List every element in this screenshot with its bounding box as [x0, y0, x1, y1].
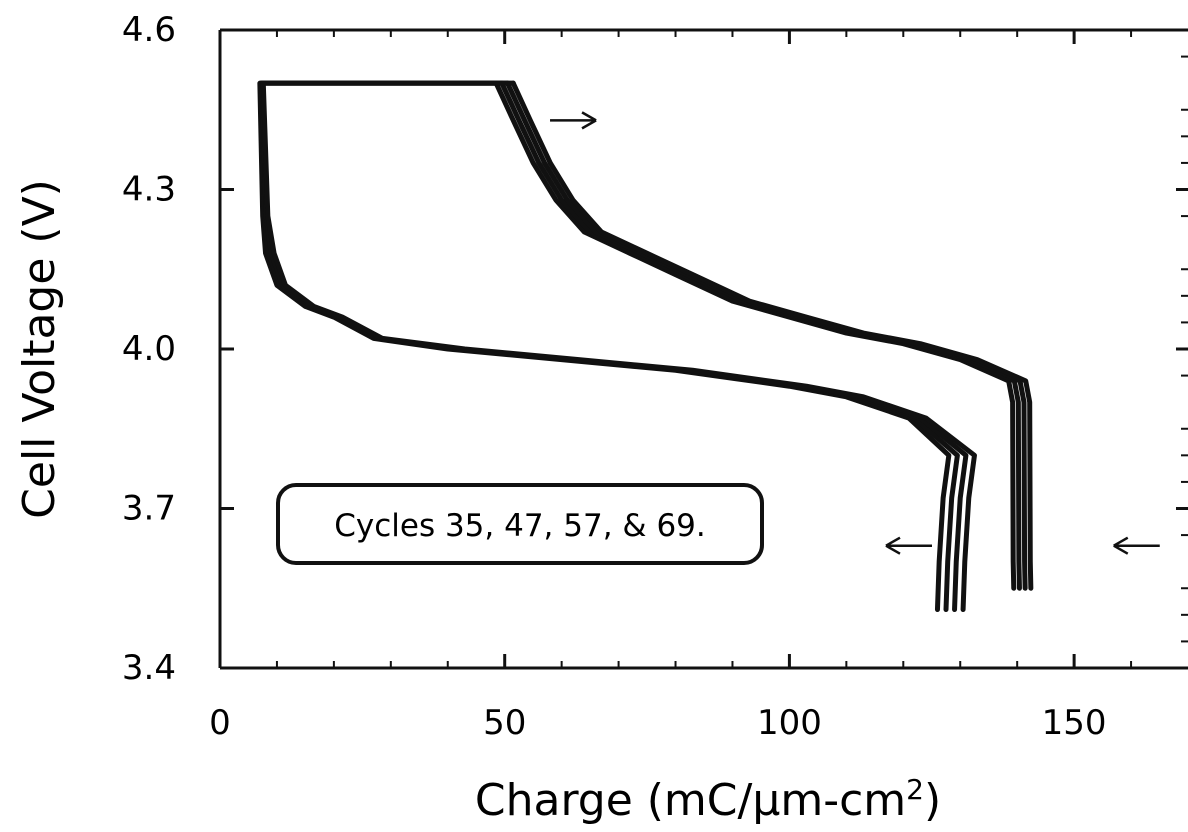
chart-arrow-group: [550, 111, 1160, 555]
y-tick-label: 3.7: [122, 489, 176, 529]
direction-arrow-head: [581, 111, 597, 122]
charge-curve: [510, 80, 1034, 591]
chart-series-group: [257, 80, 1034, 613]
y-axis-title: Cell Voltage (V): [14, 179, 65, 519]
y-tick-label: 4.0: [122, 329, 176, 369]
cycles-annotation: Cycles 35, 47, 57, & 69.: [276, 483, 764, 565]
x-axis-title-main: Charge (mC/: [475, 775, 753, 826]
x-axis-title-close: ): [924, 775, 941, 826]
annotation-box: [276, 483, 764, 565]
x-tick-label: 100: [757, 703, 822, 743]
x-axis-title: Charge (mC/μm-cm2): [475, 773, 941, 827]
x-tick-label: 0: [209, 703, 231, 743]
direction-arrow-head: [1113, 536, 1129, 547]
x-tick-label: 50: [483, 703, 526, 743]
y-ticks-group: 3.4 3.7 4.0 4.3 4.6: [122, 10, 1188, 688]
x-axis-title-superscript: 2: [906, 773, 924, 806]
annotation-text: Cycles 35, 47, 57, & 69.: [334, 508, 706, 544]
y-tick-label: 4.3: [122, 170, 176, 210]
direction-arrow-head: [885, 544, 901, 555]
y-tick-label: 3.4: [122, 648, 176, 688]
direction-arrow-head: [1113, 544, 1129, 555]
direction-arrow-head: [581, 119, 597, 130]
x-axis-title-rest: m-cm: [780, 775, 906, 826]
y-tick-label: 4.6: [122, 10, 176, 50]
x-ticks-group: 0 50 100 150: [209, 30, 1133, 743]
direction-arrow-head: [885, 536, 901, 547]
x-tick-label: 150: [1042, 703, 1107, 743]
discharge-curve: [260, 80, 977, 613]
x-axis-title-mu: μ: [752, 775, 780, 826]
